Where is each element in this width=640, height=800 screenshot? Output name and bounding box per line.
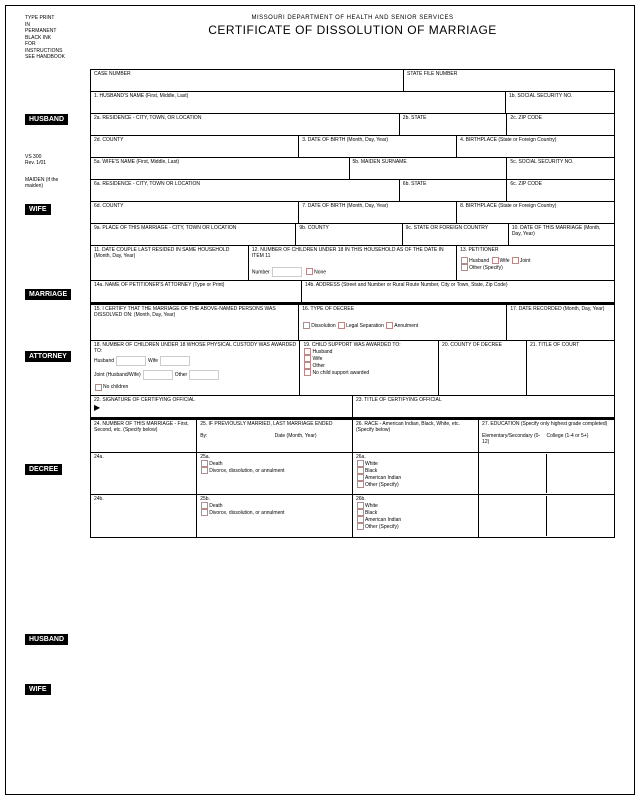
none-checkbox[interactable] — [306, 268, 313, 275]
marriage-county-field[interactable]: 9b. COUNTY — [296, 224, 402, 245]
maiden-note: MAIDEN (if the maiden) — [25, 177, 58, 189]
custody-field[interactable]: 18. NUMBER OF CHILDREN UNDER 18 WHOSE PH… — [91, 341, 300, 395]
section-marriage: MARRIAGE — [25, 289, 71, 300]
section-attorney: ATTORNEY — [25, 351, 71, 362]
section-wife: WIFE — [25, 204, 51, 215]
signature-field[interactable]: 22. SIGNATURE OF CERTIFYING OFFICIAL ▶ — [91, 396, 353, 417]
wife-white-checkbox[interactable] — [357, 502, 364, 509]
wife-maiden-field[interactable]: 5b. MAIDEN SURNAME — [350, 158, 508, 179]
support-field[interactable]: 19. CHILD SUPPORT WAS AWARDED TO: Husban… — [300, 341, 439, 395]
wife-education[interactable] — [479, 495, 614, 537]
husband-other-race-checkbox[interactable] — [357, 481, 364, 488]
decree-type-field[interactable]: 16. TYPE OF DECREE Dissolution Legal Sep… — [299, 305, 507, 340]
husband-birthplace-field[interactable]: 4. BIRTHPLACE (State or Foreign Country) — [457, 136, 614, 157]
marriage-state-field[interactable]: 9c. STATE OR FOREIGN COUNTRY — [403, 224, 509, 245]
support-other-checkbox[interactable] — [304, 362, 311, 369]
wife-county-field[interactable]: 6d. COUNTY — [91, 202, 299, 223]
decree-county-field[interactable]: 20. COUNTY OF DECREE — [439, 341, 527, 395]
race-header: 26. RACE - American Indian, Black, White… — [353, 420, 479, 452]
support-wife-checkbox[interactable] — [304, 355, 311, 362]
attorney-name-field[interactable]: 14a. NAME OF PETITIONER'S ATTORNEY (Type… — [91, 281, 302, 302]
left-margin-notes: TYPE PRINT IN PERMANENT BLACK INK FOR IN… — [25, 15, 90, 61]
annulment-checkbox[interactable] — [386, 322, 393, 329]
form-title: CERTIFICATE OF DISSOLUTION OF MARRIAGE — [90, 23, 615, 37]
husband-residence-field[interactable]: 2a. RESIDENCE - CITY, TOWN, OR LOCATION — [91, 114, 400, 135]
arrow-icon: ▶ — [94, 403, 349, 413]
note-line: SEE HANDBOOK — [25, 54, 90, 61]
certify-field[interactable]: 15. I CERTIFY THAT THE MARRIAGE OF THE A… — [91, 305, 299, 340]
husband-ai-checkbox[interactable] — [357, 474, 364, 481]
marriage-date-field[interactable]: 10. DATE OF THIS MARRIAGE (Month, Day, Y… — [509, 224, 614, 245]
form-number: VS 300 Rev. 1/01 — [25, 154, 46, 166]
section-husband: HUSBAND — [25, 114, 68, 125]
wife-marriage-num[interactable]: 24b. — [91, 495, 197, 537]
wife-prev-ended[interactable]: 25b. Death Divorce, dissolution, or annu… — [197, 495, 353, 537]
husband-state-field[interactable]: 2b. STATE — [400, 114, 508, 135]
marriage-number-header: 24. NUMBER OF THIS MARRIAGE - First, Sec… — [91, 420, 197, 452]
husband-race[interactable]: 26a. White Black American Indian Other (… — [353, 453, 479, 494]
husband-education[interactable] — [479, 453, 614, 494]
last-resided-field[interactable]: 11. DATE COUPLE LAST RESIDED IN SAME HOU… — [91, 246, 249, 280]
petitioner-wife-checkbox[interactable] — [492, 257, 499, 264]
section-decree: DECREE — [25, 464, 62, 475]
state-file-field[interactable]: STATE FILE NUMBER — [404, 70, 614, 91]
petitioner-joint-checkbox[interactable] — [512, 257, 519, 264]
wife-birthplace-field[interactable]: 8. BIRTHPLACE (State or Foreign Country) — [457, 202, 614, 223]
wife-black-checkbox[interactable] — [357, 509, 364, 516]
husband-name-field[interactable]: 1. HUSBAND'S NAME (First, Middle, Last) — [91, 92, 506, 113]
husband-county-field[interactable]: 2d. COUNTY — [91, 136, 299, 157]
court-title-field[interactable]: 21. TITLE OF COURT — [527, 341, 614, 395]
husband-death-checkbox[interactable] — [201, 460, 208, 467]
wife-death-checkbox[interactable] — [201, 502, 208, 509]
legal-sep-checkbox[interactable] — [338, 322, 345, 329]
education-header: 27. EDUCATION (Specify only highest grad… — [479, 420, 614, 452]
children-count-field[interactable]: 12. NUMBER OF CHILDREN UNDER 18 IN THIS … — [249, 246, 457, 280]
dissolution-checkbox[interactable] — [303, 322, 310, 329]
form-grid: CASE NUMBER STATE FILE NUMBER 1. HUSBAND… — [90, 69, 615, 538]
husband-divorce-checkbox[interactable] — [201, 467, 208, 474]
section-wife2: WIFE — [25, 684, 51, 695]
petitioner-field[interactable]: 13. PETITIONER Husband Wife Joint Other … — [457, 246, 614, 280]
wife-divorce-checkbox[interactable] — [201, 509, 208, 516]
wife-dob-field[interactable]: 7. DATE OF BIRTH (Month, Day, Year) — [299, 202, 457, 223]
husband-dob-field[interactable]: 3. DATE OF BIRTH (Month, Day, Year) — [299, 136, 457, 157]
marriage-place-field[interactable]: 9a. PLACE OF THIS MARRIAGE - CITY, TOWN … — [91, 224, 296, 245]
no-children-checkbox[interactable] — [95, 384, 102, 391]
wife-state-field[interactable]: 6b. STATE — [400, 180, 508, 201]
wife-other-race-checkbox[interactable] — [357, 523, 364, 530]
wife-ssn-field[interactable]: 5c. SOCIAL SECURITY NO. — [507, 158, 614, 179]
support-husband-checkbox[interactable] — [304, 348, 311, 355]
petitioner-husband-checkbox[interactable] — [461, 257, 468, 264]
wife-zip-field[interactable]: 6c. ZIP CODE — [507, 180, 614, 201]
department-name: MISSOURI DEPARTMENT OF HEALTH AND SENIOR… — [90, 15, 615, 21]
case-number-field[interactable]: CASE NUMBER — [91, 70, 404, 91]
wife-race[interactable]: 26b. White Black American Indian Other (… — [353, 495, 479, 537]
husband-ssn-field[interactable]: 1b. SOCIAL SECURITY NO. — [506, 92, 614, 113]
husband-zip-field[interactable]: 2c. ZIP CODE — [507, 114, 614, 135]
wife-residence-field[interactable]: 6a. RESIDENCE - CITY, TOWN OR LOCATION — [91, 180, 400, 201]
wife-ai-checkbox[interactable] — [357, 516, 364, 523]
husband-prev-ended[interactable]: 25a. Death Divorce, dissolution, or annu… — [197, 453, 353, 494]
husband-black-checkbox[interactable] — [357, 467, 364, 474]
husband-white-checkbox[interactable] — [357, 460, 364, 467]
date-recorded-field[interactable]: 17. DATE RECORDED (Month, Day, Year) — [507, 305, 614, 340]
support-none-checkbox[interactable] — [304, 369, 311, 376]
attorney-address-field[interactable]: 14b. ADDRESS (Street and Number or Rural… — [302, 281, 614, 302]
husband-marriage-num[interactable]: 24a. — [91, 453, 197, 494]
wife-name-field[interactable]: 5a. WIFE'S NAME (First, Middle, Last) — [91, 158, 350, 179]
prev-married-header: 25. IF PREVIOUSLY MARRIED, LAST MARRIAGE… — [197, 420, 353, 452]
petitioner-other-checkbox[interactable] — [461, 264, 468, 271]
official-title-field[interactable]: 23. TITLE OF CERTIFYING OFFICIAL — [353, 396, 614, 417]
section-husband2: HUSBAND — [25, 634, 68, 645]
